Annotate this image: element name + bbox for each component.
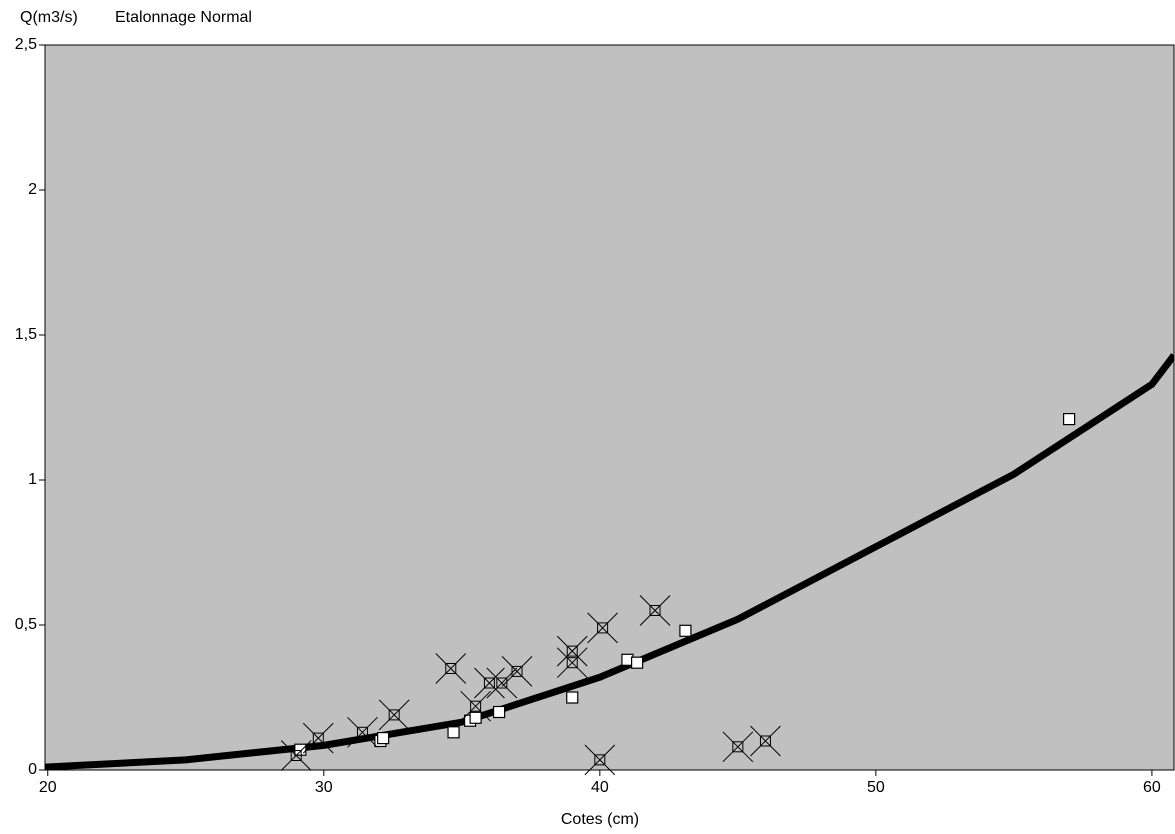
point-crossed (378, 699, 410, 731)
y-axis-label: Q(m3/s) (20, 9, 78, 26)
point-square (469, 711, 482, 724)
point-square (1063, 413, 1076, 426)
y-tick-label: 1 (28, 471, 37, 488)
y-tick-label: 2,5 (15, 36, 37, 53)
point-square (447, 726, 460, 739)
point-crossed (435, 653, 467, 684)
point-square (566, 691, 579, 704)
point-crossed (556, 635, 588, 667)
point-square (492, 705, 506, 719)
point-crossed (460, 690, 491, 722)
x-tick-label: 30 (315, 779, 333, 796)
y-tick-label: 2 (28, 181, 37, 198)
point-crossed (584, 744, 616, 776)
point-square (294, 743, 307, 756)
point-crossed (556, 647, 588, 679)
x-tick-label: 60 (1143, 779, 1161, 796)
rating-curve (45, 353, 1174, 770)
y-tick-label: 1,5 (15, 326, 37, 343)
point-crossed (280, 740, 312, 771)
x-tick-label: 20 (39, 779, 57, 796)
point-crossed (501, 656, 533, 687)
subtitle: Etalonnage Normal (115, 9, 252, 26)
point-square (377, 731, 390, 745)
x-tick-label: 40 (591, 779, 609, 796)
point-square (631, 656, 644, 669)
point-crossed (639, 595, 671, 626)
x-tick-label: 50 (867, 779, 885, 796)
point-crossed (750, 725, 781, 757)
y-tick-label: 0 (28, 761, 37, 778)
point-crossed (302, 722, 334, 754)
x-axis-label: Cotes (cm) (561, 811, 639, 828)
point-crossed (587, 612, 618, 644)
plot-area (44, 44, 1175, 771)
point-crossed (722, 731, 754, 763)
point-square (679, 624, 692, 637)
point-crossed (474, 667, 505, 699)
point-crossed (347, 716, 378, 748)
y-tick-label: 0,5 (15, 616, 37, 633)
